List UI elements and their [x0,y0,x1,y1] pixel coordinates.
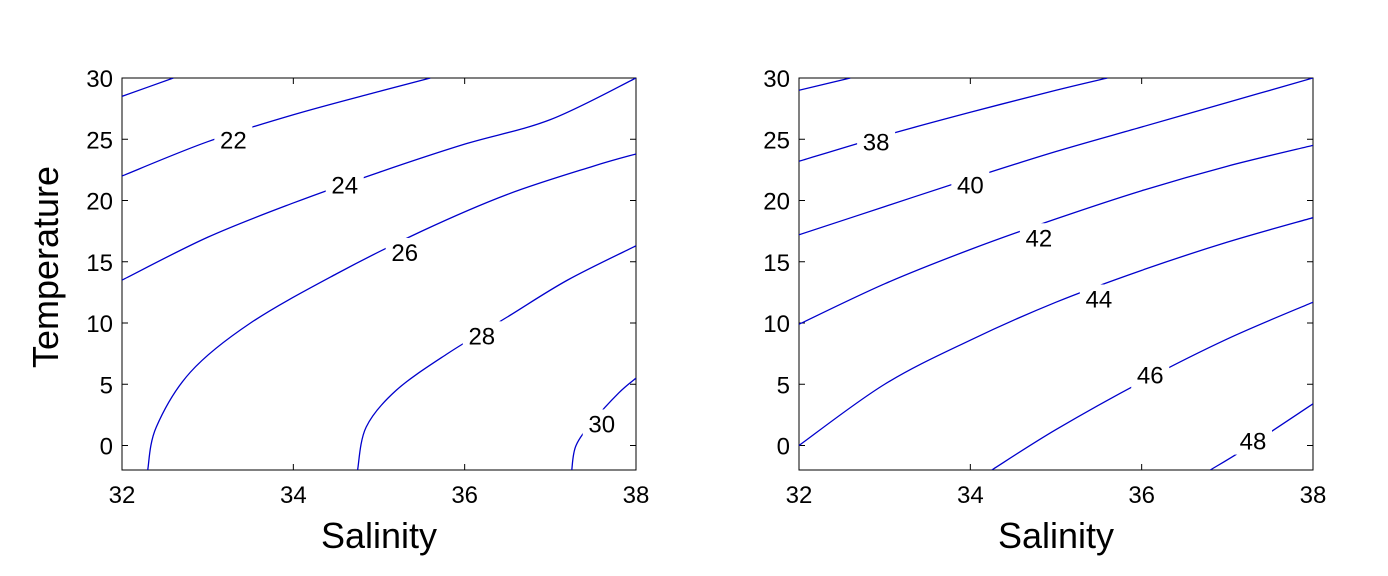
contour-label-background [214,125,253,154]
contour-label-background [951,170,990,199]
contour-label: 38 [863,130,890,157]
contour-line-44 [799,217,1313,447]
x-axis-label: Salinity [998,515,1114,556]
y-tick-label: 5 [100,372,113,399]
contour-label-background [857,127,896,156]
contour-label-background [462,321,501,350]
x-tick-label: 36 [451,482,478,509]
y-tick-label: 25 [86,127,113,154]
y-tick-label: 15 [86,250,113,277]
y-tick-label: 30 [86,66,113,93]
contour-label-background [1131,360,1170,389]
contour-line-42 [799,144,1313,325]
x-tick-label: 38 [1300,482,1327,509]
plot-frame [798,77,1314,471]
contour-label: 24 [331,173,358,200]
contour-label: 28 [468,323,495,350]
contour-line-28 [356,245,636,470]
y-tick-label: 10 [763,311,790,338]
y-tick-label: 15 [763,250,790,277]
contour-lines [122,78,636,470]
contour-label-background [1234,426,1273,455]
contour-label: 46 [1137,362,1164,389]
contour-line-38 [799,78,1108,162]
x-tick-label: 34 [957,482,984,509]
contour-line-40 [799,78,1313,236]
contour-label-background [1019,223,1058,252]
y-tick-label: 5 [777,372,790,399]
contour-panel-1: 32 34 36 38 0 5 10 15 20 25 30 Salinity Temperature 2… [25,66,649,556]
contour-line-26 [147,153,636,470]
contour-lines [799,78,1313,470]
contour-label: 22 [220,127,247,154]
contour-line [122,78,174,97]
y-tick-label: 0 [100,434,113,461]
contour-label-background [582,409,621,438]
x-axis-label: Salinity [321,515,437,556]
contour-label: 44 [1085,287,1112,314]
contour-label-background [325,170,364,199]
y-tick-label: 20 [86,189,113,216]
x-tick-label: 32 [786,482,813,509]
contour-label-background [1079,284,1118,313]
y-tick-label: 25 [763,127,790,154]
x-tick-label: 32 [109,482,136,509]
contour-label: 40 [957,173,984,200]
y-tick-label: 0 [777,434,790,461]
contour-label: 26 [391,240,418,267]
x-tick-label: 38 [623,482,650,509]
contour-label: 42 [1026,225,1053,252]
x-tick-label: 36 [1128,482,1155,509]
y-tick-label: 10 [86,311,113,338]
y-axis-label: Temperature [25,166,66,368]
contour-panel-2: 32 34 36 38 0 5 10 15 20 25 30 Salinity 38 40 42 44 46 48 [763,66,1326,556]
contour-label: 30 [588,411,615,438]
contour-line-22 [122,78,431,177]
contour-label-background [385,237,424,266]
x-tick-label: 34 [280,482,307,509]
plot-frame [121,77,637,471]
contour-line [799,78,851,91]
y-tick-label: 30 [763,66,790,93]
y-tick-label: 20 [763,189,790,216]
contour-line-24 [122,78,636,281]
contour-label: 48 [1240,429,1267,456]
